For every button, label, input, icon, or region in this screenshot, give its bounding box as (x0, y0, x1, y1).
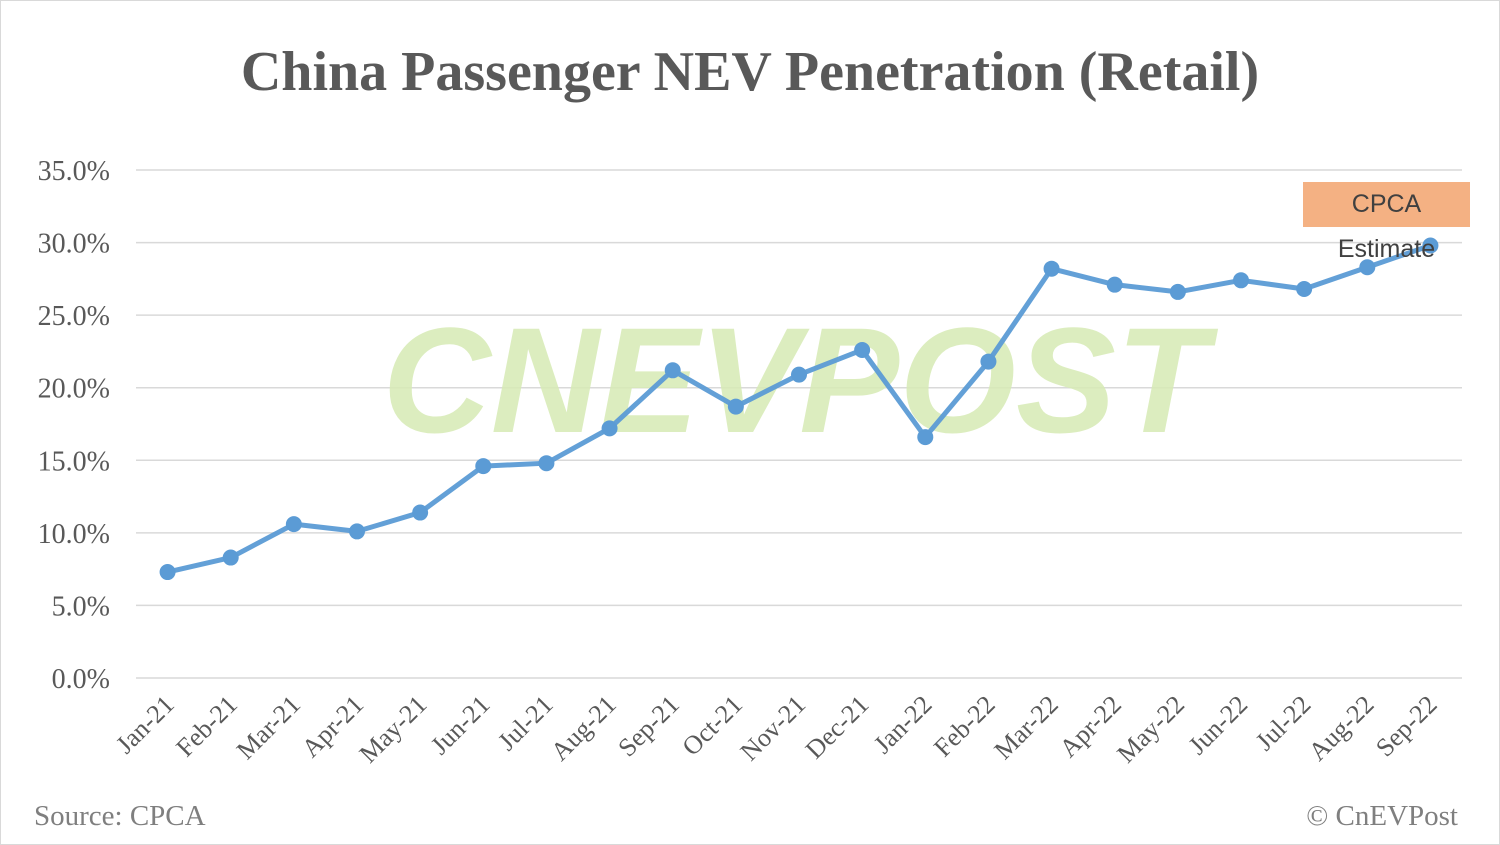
x-tick-label: Feb-21 (170, 690, 243, 763)
data-point (538, 455, 555, 472)
x-tick-label: Oct-21 (677, 690, 749, 762)
x-tick-label: Jan-21 (110, 690, 180, 760)
y-tick-label: 25.0% (38, 301, 110, 332)
data-point (791, 366, 807, 383)
copyright-note: © CnEVPost (1306, 800, 1458, 832)
data-point (1043, 260, 1060, 277)
data-point (159, 564, 176, 581)
y-tick-label: 15.0% (38, 446, 110, 477)
data-point (1106, 276, 1123, 293)
data-point (349, 523, 365, 540)
x-tick-label: Jun-22 (1183, 690, 1254, 761)
data-point (980, 353, 997, 370)
x-tick-label: Jun-21 (425, 690, 496, 761)
x-tick-label: May-21 (354, 690, 433, 769)
x-tick-label: Aug-22 (1303, 690, 1380, 767)
x-tick-label: Feb-22 (928, 690, 1001, 763)
data-point (1296, 281, 1313, 298)
data-point (1169, 283, 1186, 300)
data-point (475, 458, 492, 475)
x-tick-label: Sep-21 (612, 690, 685, 763)
source-note: Source: CPCA (34, 800, 206, 832)
y-tick-label: 0.0% (52, 664, 110, 695)
data-point (285, 516, 302, 533)
x-tick-label: Jan-22 (868, 690, 938, 760)
x-tick-label: Dec-21 (800, 690, 875, 765)
chart-title: China Passenger NEV Penetration (Retail) (240, 41, 1260, 103)
data-point (412, 504, 429, 521)
data-point (1359, 259, 1376, 276)
x-tick-label: Mar-22 (989, 690, 1064, 765)
x-tick-label: Sep-22 (1370, 690, 1443, 763)
y-tick-label: 30.0% (38, 229, 110, 260)
cpca-estimate-label: CPCA Estimate (1303, 182, 1470, 263)
x-tick-label: Nov-21 (735, 690, 812, 767)
data-point (727, 398, 744, 415)
y-tick-label: 10.0% (38, 519, 110, 550)
data-point (601, 420, 618, 437)
x-tick-label: Aug-21 (545, 690, 622, 767)
y-tick-label: 35.0% (38, 156, 110, 187)
data-point (1233, 272, 1249, 289)
data-point (917, 429, 934, 446)
data-point (222, 549, 239, 566)
data-point (1422, 237, 1439, 254)
x-tick-label: Mar-21 (231, 690, 306, 765)
data-point (854, 341, 871, 358)
y-tick-label: 5.0% (52, 591, 110, 622)
data-point (664, 362, 681, 379)
x-tick-label: May-22 (1111, 690, 1190, 769)
y-tick-label: 20.0% (38, 374, 110, 405)
